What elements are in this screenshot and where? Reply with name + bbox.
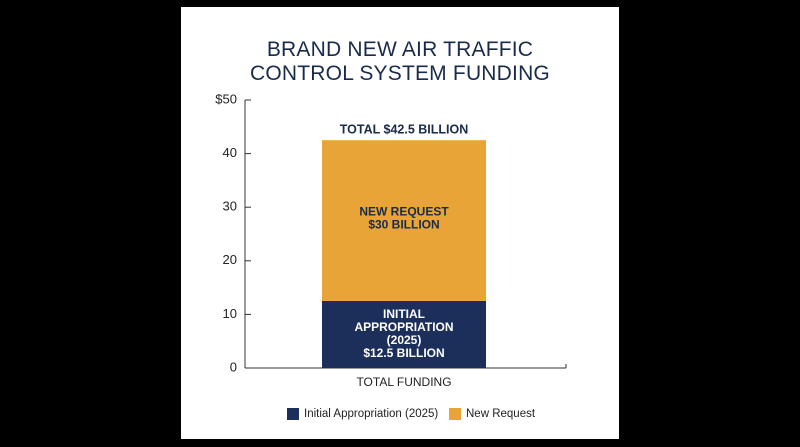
bar-data-label: $30 BILLION (368, 217, 439, 231)
y-tick-label: 30 (223, 199, 237, 214)
y-tick-label: $50 (215, 91, 237, 106)
legend-swatch (287, 408, 299, 420)
bar-segment-new-request (322, 140, 486, 301)
y-tick-label: 10 (223, 306, 237, 321)
legend-label: Initial Appropriation (2025) (304, 408, 438, 420)
bar-data-label: $12.5 BILLION (363, 346, 444, 360)
chart-title-line-1: BRAND NEW AIR TRAFFIC (266, 38, 534, 61)
y-tick-label: 0 (230, 359, 237, 374)
legend-swatch (449, 408, 461, 420)
y-tick-label: 20 (223, 252, 237, 267)
bar-data-label: NEW REQUEST (359, 204, 449, 218)
bar-data-label: (2025) (387, 333, 422, 347)
x-category-label: TOTAL FUNDING (356, 375, 451, 389)
y-tick-label: 40 (223, 145, 237, 160)
legend-label: New Request (466, 408, 536, 420)
bar-segment-initial-appropriation (322, 301, 486, 368)
bar-data-label: APPROPRIATION (354, 320, 453, 334)
chart-title-line-2: CONTROL SYSTEM FUNDING (250, 62, 550, 85)
total-label: TOTAL $42.5 BILLION (340, 122, 469, 136)
bar-data-label: INITIAL (383, 307, 425, 321)
